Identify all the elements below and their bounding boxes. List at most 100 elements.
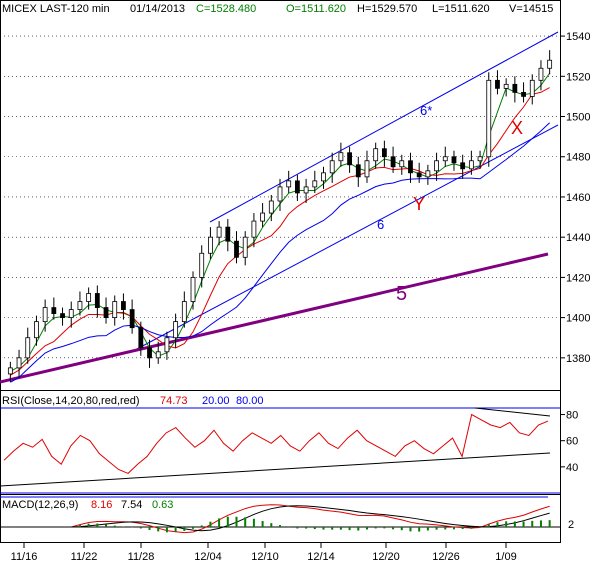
ma-blue-line: [10, 122, 550, 383]
rsi-legend: RSI(Close,14,20,80,red,red): [2, 395, 140, 407]
candle-body: [112, 301, 118, 319]
candle-body: [329, 160, 335, 174]
candle-body: [451, 156, 457, 164]
candle-body: [373, 148, 379, 162]
candle-body: [34, 321, 39, 339]
candle-body: [155, 351, 161, 359]
rsi-value: 74.73: [160, 395, 188, 407]
candle-body: [286, 180, 292, 188]
trendlines: [0, 31, 559, 384]
candle-body: [147, 347, 152, 359]
candle-body: [381, 148, 387, 158]
candle-body: [408, 160, 413, 174]
date-tick-label: 1/09: [495, 551, 516, 563]
macd-value: 8.16: [91, 499, 112, 511]
rsi-lower-level: 20.00: [202, 395, 230, 407]
macd-legend: MACD(12,26,9): [2, 499, 78, 511]
chart-header: MICEX LAST-120 min 01/14/2013 C=1528.480…: [2, 3, 553, 15]
price-tick-label: 1440: [566, 232, 590, 244]
candle-body: [477, 156, 483, 162]
candle-body: [121, 301, 126, 310]
candle-body: [547, 59, 553, 69]
price-tick-label: 1480: [566, 152, 590, 164]
date-tick-label: 11/28: [128, 551, 155, 563]
open-label: O=1511.620: [286, 3, 346, 15]
candle-body: [468, 160, 474, 170]
rsi-tick-label: 40: [566, 462, 578, 474]
candle-body: [416, 172, 422, 178]
candle-body: [538, 67, 544, 81]
candle-body: [442, 156, 448, 162]
candle-body: [16, 357, 22, 369]
candle-body: [51, 307, 57, 314]
candle-body: [268, 200, 274, 214]
candle-body: [294, 180, 300, 194]
candle-body: [208, 236, 213, 254]
price-axis: 1380 1400 1420 1440 1460 1480 1500 1520 1540: [560, 31, 590, 365]
candle-body: [138, 327, 144, 349]
low-label: L=1511.620: [432, 3, 490, 15]
candle-body: [94, 293, 100, 308]
candle-body: [7, 367, 13, 375]
macd-histogram: [78, 516, 551, 533]
date-tick-label: 12/14: [307, 551, 335, 563]
macd-panel: [0, 494, 561, 543]
candle-body: [364, 160, 370, 178]
candle-body: [199, 252, 205, 278]
signal-line: [10, 505, 550, 532]
candle-body: [60, 313, 65, 319]
date-tick-label: 11/16: [11, 551, 38, 563]
price-tick-label: 1500: [566, 112, 590, 124]
candle-body: [521, 91, 526, 97]
candle-body: [25, 337, 31, 359]
ma-green-line: [10, 72, 551, 372]
candle-body: [434, 160, 439, 172]
symbol-label: MICEX LAST-120 min: [2, 3, 110, 15]
candle-body: [355, 164, 361, 178]
annotation-5: 5: [396, 283, 407, 305]
candlesticks: [7, 50, 553, 382]
annotation-y: Y: [413, 194, 425, 214]
candle-body: [242, 236, 248, 258]
rsi-trendline-lower: [0, 452, 551, 487]
date-label: 01/14/2013: [130, 3, 185, 15]
price-tick-label: 1540: [566, 31, 590, 43]
candle-body: [68, 309, 74, 319]
date-axis: 11/16 11/22 11/28 12/04 12/10 12/14 12/20 12/26…: [11, 543, 517, 563]
channel-upper-line: [209, 31, 559, 223]
price-tick-label: 1520: [566, 71, 590, 83]
annotation-x: X: [511, 118, 523, 138]
price-tick-label: 1400: [566, 313, 590, 325]
candle-body: [529, 79, 535, 97]
rsi-tick-label: 80: [566, 410, 578, 422]
price-tick-label: 1380: [566, 353, 590, 365]
candle-body: [503, 83, 509, 89]
candle-body: [486, 79, 492, 158]
date-tick-label: 12/26: [432, 551, 460, 563]
volume-label: V=14515: [509, 3, 553, 15]
candle-body: [129, 309, 135, 329]
moving-averages: [10, 72, 551, 383]
candle-body: [42, 307, 48, 323]
price-tick-label: 1420: [566, 272, 590, 284]
candle-body: [321, 172, 326, 182]
candle-body: [338, 152, 344, 162]
rsi-tick-label: 60: [566, 436, 578, 448]
candle-body: [495, 79, 500, 89]
close-label: C=1528.480: [196, 3, 256, 15]
candle-body: [312, 180, 318, 188]
annotation-6: 6: [377, 217, 384, 232]
date-tick-label: 11/22: [71, 551, 98, 563]
candle-body: [173, 321, 179, 339]
macd-signal-value: 7.54: [121, 499, 142, 511]
macd-line: [10, 504, 550, 534]
macd-hist-value: 0.63: [152, 499, 173, 511]
candle-body: [234, 240, 239, 258]
trendline-5: [0, 252, 549, 384]
candle-body: [225, 226, 231, 242]
candle-body: [190, 276, 196, 302]
rsi-line: [3, 413, 549, 474]
ma-red-line: [10, 87, 550, 376]
candle-body: [512, 83, 518, 93]
candle-body: [303, 186, 309, 194]
